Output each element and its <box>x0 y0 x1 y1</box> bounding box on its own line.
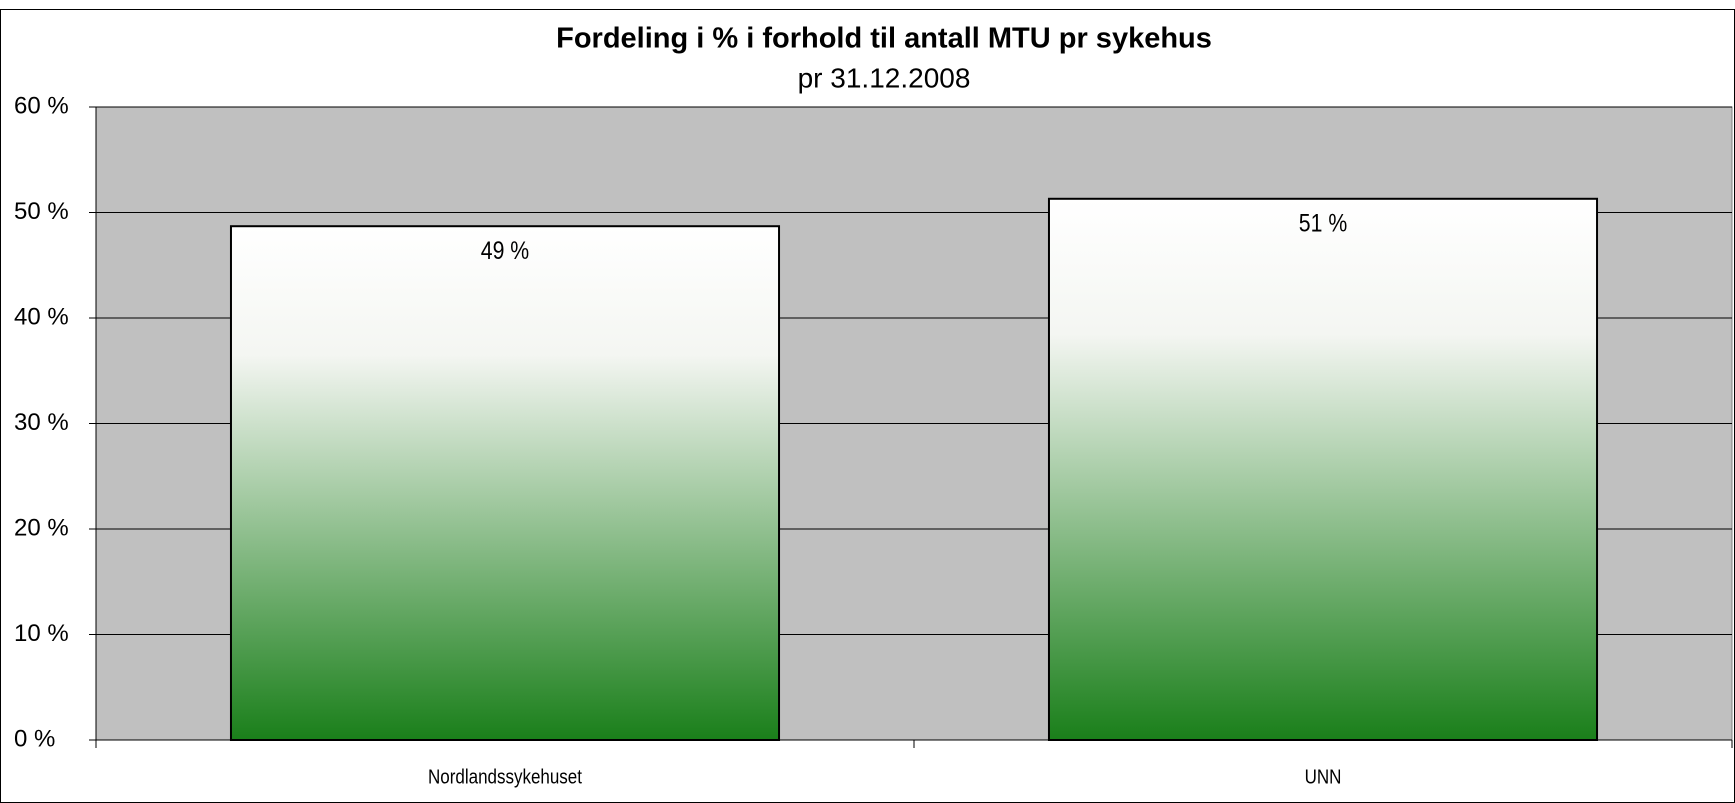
chart-title: Fordeling i % i forhold til antall MTU p… <box>556 23 1212 55</box>
x-tick-label: UNN <box>1305 765 1342 788</box>
y-tick-label: 10 % <box>14 620 69 647</box>
x-tick-label: Nordlandssykehuset <box>428 765 583 788</box>
y-tick-label: 20 % <box>14 514 69 541</box>
data-label: 51 % <box>1299 209 1347 237</box>
y-tick-label: 60 % <box>14 92 69 119</box>
bar <box>229 225 781 741</box>
y-tick-label: 50 % <box>14 198 69 225</box>
data-label: 49 % <box>481 236 529 264</box>
chart-subtitle: pr 31.12.2008 <box>798 62 971 93</box>
y-tick-label: 40 % <box>14 303 69 330</box>
y-tick-label: 0 % <box>14 725 55 752</box>
y-tick-label: 30 % <box>14 409 69 436</box>
bar <box>1047 197 1599 742</box>
